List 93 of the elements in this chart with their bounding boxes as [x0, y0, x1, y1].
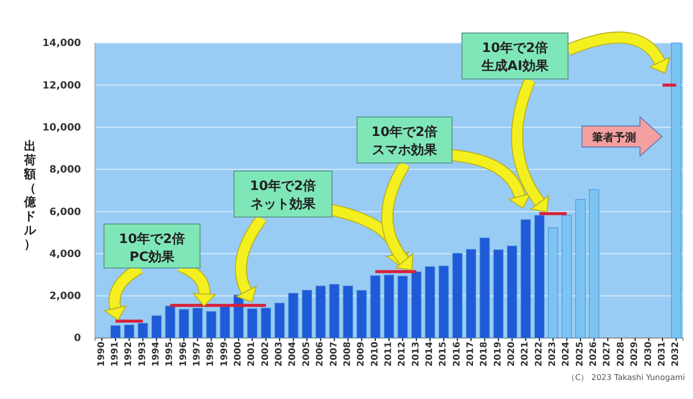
bar	[506, 246, 518, 338]
x-tick-label: 2031	[657, 342, 668, 367]
y-tick-label: 8,000	[49, 164, 82, 176]
y-axis-title: 出荷額（億ドル）	[23, 139, 37, 251]
x-tick-label: 1995	[165, 342, 176, 367]
x-tick-label: 2021	[520, 342, 531, 367]
annotation: 10年で2倍PC効果	[118, 231, 186, 265]
bar	[288, 292, 298, 338]
x-tick-label: 2008	[342, 342, 353, 367]
x-tick-label: 1993	[138, 342, 148, 367]
x-tick-label: 2016	[452, 342, 462, 367]
bar	[274, 302, 285, 338]
bar	[671, 42, 682, 338]
bar	[260, 308, 272, 338]
x-tick-label: 2029	[630, 342, 640, 367]
annotation: 10年で2倍スマホ効果	[371, 124, 438, 158]
x-tick-label: 2013	[411, 342, 422, 367]
bar	[589, 189, 600, 338]
bar	[384, 274, 394, 338]
x-tick-label: 2011	[384, 342, 394, 367]
x-tick-label: 1999	[220, 342, 230, 367]
x-tick-label: 2027	[602, 342, 613, 367]
bar	[480, 238, 490, 338]
x-tick-label: 2030	[644, 342, 654, 367]
x-tick-label: 1994	[151, 342, 162, 367]
bar	[329, 284, 340, 338]
bar	[124, 324, 134, 338]
x-tick-label: 1996	[178, 342, 189, 367]
annotation: 10年で2倍生成AI効果	[480, 40, 550, 74]
bar	[424, 266, 436, 338]
x-tick-label: 1991	[110, 342, 120, 367]
y-tick-label: 10,000	[42, 122, 82, 134]
bar	[165, 306, 176, 338]
x-tick-label: 2017	[466, 342, 476, 367]
bar	[398, 276, 408, 338]
bar	[562, 215, 572, 338]
x-tick-label: 2014	[424, 342, 435, 367]
annotation: 筆者予測	[591, 131, 636, 144]
bar	[534, 215, 545, 338]
x-tick-label: 2023	[548, 342, 558, 367]
x-tick-label: 2000	[234, 342, 244, 367]
bar	[206, 311, 216, 338]
x-tick-label: 2032	[671, 342, 682, 367]
x-tick-label: 2009	[356, 342, 367, 367]
bar	[316, 286, 326, 338]
x-tick-label: 1990	[96, 342, 107, 367]
annotation: 10年で2倍ネット効果	[250, 178, 316, 212]
x-tick-label: 2026	[589, 342, 600, 367]
x-tick-label: 2002	[260, 342, 271, 367]
x-tick-label: 2019	[493, 342, 504, 367]
bar	[220, 306, 230, 338]
x-tick-label: 2007	[329, 342, 340, 367]
x-tick-label: 2010	[370, 342, 380, 367]
bar	[151, 315, 162, 338]
x-tick-label: 1997	[192, 342, 203, 367]
bar	[342, 286, 354, 338]
bar	[247, 308, 258, 338]
x-tick-label: 2020	[507, 342, 518, 367]
bar	[110, 325, 121, 338]
y-tick-label: 12,000	[42, 80, 82, 92]
bar	[411, 272, 422, 338]
bar	[138, 322, 148, 338]
y-tick-label: 4,000	[49, 248, 82, 260]
bar	[520, 219, 531, 338]
x-tick-label: 2004	[288, 342, 298, 367]
x-tick-label: 2015	[438, 342, 449, 367]
bar	[452, 252, 462, 338]
x-tick-label: 2012	[398, 342, 408, 367]
bar	[575, 199, 586, 338]
x-tick-label: 2028	[616, 342, 626, 367]
y-tick-label: 14,000	[42, 38, 82, 50]
x-tick-label: 2006	[316, 342, 326, 367]
x-tick-label: 1998	[206, 342, 216, 367]
bar	[493, 249, 504, 338]
x-tick-label: 2022	[534, 342, 544, 367]
x-tick-label: 1992	[124, 342, 134, 367]
y-tick-label: 0	[74, 333, 82, 344]
x-tick-label: 2005	[302, 342, 312, 367]
x-tick-label: 2025	[575, 342, 586, 367]
bar	[548, 227, 558, 338]
x-tick-label: 2003	[274, 342, 285, 367]
bar	[178, 309, 189, 338]
x-tick-label: 2018	[480, 342, 490, 367]
x-tick-label: 2024	[562, 342, 572, 367]
bar	[438, 266, 449, 338]
bar	[370, 275, 380, 338]
text: （C） 2023 Takashi Yunogami	[567, 373, 685, 382]
y-tick-label: 2,000	[49, 291, 82, 302]
bar	[302, 290, 312, 338]
bar	[466, 248, 476, 338]
x-tick-label: 2001	[247, 342, 258, 367]
y-tick-label: 6,000	[49, 206, 82, 218]
bar	[356, 290, 367, 338]
